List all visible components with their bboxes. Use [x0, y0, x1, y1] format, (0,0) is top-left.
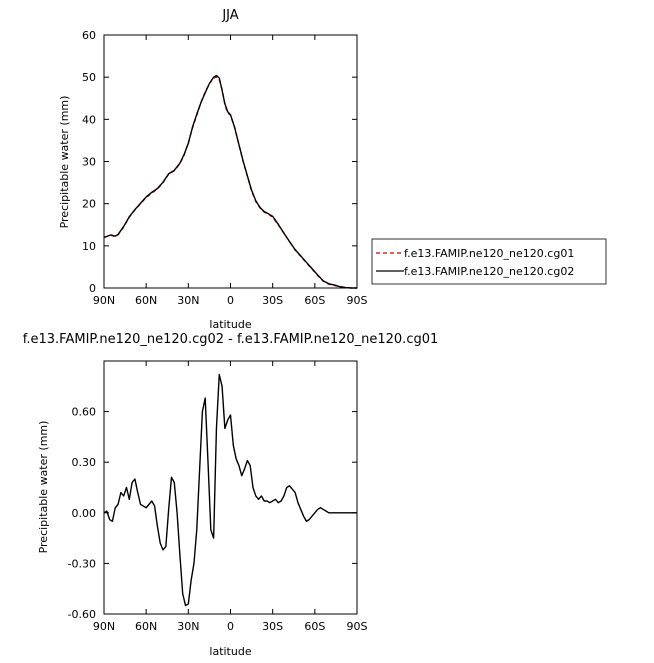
bottom-x-tick-label: 60N	[135, 620, 157, 633]
top-y-tick-label: 20	[82, 198, 96, 211]
bottom-series-lines	[103, 373, 357, 607]
bottom-series-line-1	[103, 373, 357, 607]
top-series-line-1	[103, 76, 357, 289]
bottom-y-tick-label: -0.60	[68, 608, 96, 621]
legend-label-cg01: f.e13.FAMIP.ne120_ne120.cg01	[404, 247, 574, 260]
top-xlabel: latitude	[209, 318, 251, 331]
top-y-tick-label: 40	[82, 113, 96, 126]
top-y-tick-label: 10	[82, 240, 96, 253]
bottom-ylabel: Precipitable water (mm)	[37, 421, 50, 554]
bottom-title: f.e13.FAMIP.ne120_ne120.cg02 - f.e13.FAM…	[23, 332, 439, 347]
bottom-x-tick-label: 90N	[93, 620, 115, 633]
bottom-y-tick-label: 0.60	[72, 406, 97, 419]
bottom-x-tick-label: 0	[227, 620, 234, 633]
top-y-tick-label: 60	[82, 29, 96, 42]
bottom-x-tick-label: 30S	[262, 620, 283, 633]
top-y-tick-label: 30	[82, 156, 96, 169]
bottom-xlabel: latitude	[209, 645, 251, 658]
top-series-lines	[103, 74, 357, 289]
bottom-axis-ticks: 90N 60N 30N 0 30S 60S 90S -0.60 -0.30 0.00 0.30 0.6…	[68, 361, 368, 633]
top-x-tick-label: 90N	[93, 294, 115, 307]
top-x-tick-label: 60N	[135, 294, 157, 307]
top-series-line-2	[103, 74, 357, 289]
top-x-tick-label: 0	[227, 294, 234, 307]
bottom-x-tick-label: 90S	[347, 620, 368, 633]
bottom-x-tick-label: 60S	[304, 620, 325, 633]
bottom-y-tick-label: 0.00	[72, 507, 97, 520]
bottom-plot-frame	[103, 360, 358, 615]
top-x-tick-label: 30N	[177, 294, 199, 307]
legend: f.e13.FAMIP.ne120_ne120.cg01 f.e13.FAMIP…	[371, 238, 607, 285]
top-y-tick-label: 0	[89, 282, 96, 295]
bottom-panel: f.e13.FAMIP.ne120_ne120.cg02 - f.e13.FAM…	[23, 332, 439, 658]
top-title: JJA	[221, 8, 238, 23]
bottom-x-tick-label: 30N	[177, 620, 199, 633]
top-panel: JJA Precipitable water (mm) latitude 90N…	[58, 8, 368, 331]
top-plot-frame	[103, 34, 358, 289]
top-y-tick-label: 50	[82, 71, 96, 84]
legend-box	[371, 238, 607, 285]
top-x-tick-label: 90S	[347, 294, 368, 307]
bottom-y-tick-label: -0.30	[68, 557, 96, 570]
top-x-tick-label: 60S	[304, 294, 325, 307]
top-ylabel: Precipitable water (mm)	[58, 96, 71, 229]
bottom-y-tick-label: 0.30	[72, 456, 97, 469]
top-x-tick-label: 30S	[262, 294, 283, 307]
top-axis-ticks: 90N 60N 30N 0 30S 60S 90S 0 10 20 30 40 50 60	[82, 29, 368, 307]
legend-label-cg02: f.e13.FAMIP.ne120_ne120.cg02	[404, 265, 574, 278]
